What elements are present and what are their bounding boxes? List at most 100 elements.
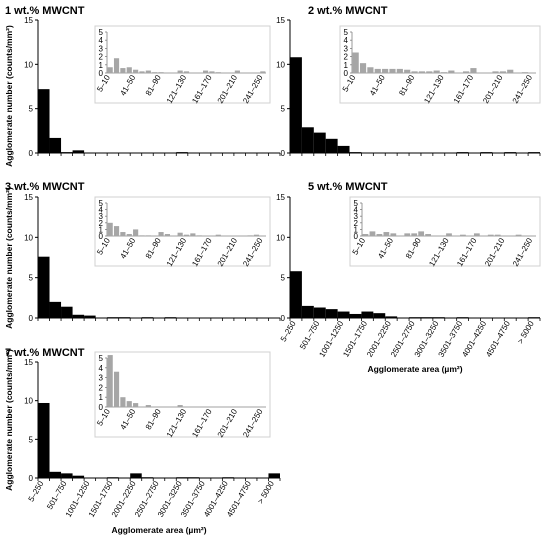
inset-bar [376, 234, 383, 236]
bar [420, 317, 433, 318]
x-axis-label: Agglomerate area (µm²) [111, 525, 206, 535]
bar [301, 127, 314, 153]
inset-bar [433, 70, 440, 73]
inset-bar [367, 67, 374, 73]
y-tick-label: 10 [24, 60, 33, 69]
bar [176, 152, 188, 153]
bar [528, 317, 540, 318]
panel-title: 7 wt.% MWCNT [5, 347, 85, 359]
inset-y-tick-label: 0 [99, 69, 104, 78]
y-axis-label: Agglomerate number (counts/mm²) [4, 187, 14, 329]
bar [38, 256, 50, 318]
inset-bar [404, 233, 411, 236]
inset-bar [382, 68, 389, 73]
y-tick-label: 0 [29, 474, 34, 483]
inset-y-tick-label: 5 [99, 28, 104, 37]
x-tick-label: > 5000 [256, 479, 276, 505]
inset-bar [183, 234, 190, 236]
inset-bar [196, 235, 202, 236]
inset-bar [120, 68, 126, 73]
inset-bar [215, 234, 221, 236]
y-axis-label: Agglomerate number (counts/mm²) [4, 25, 14, 167]
y-tick-label: 5 [29, 105, 34, 114]
inset-y-tick-label: 3 [344, 44, 349, 53]
inset-bar [369, 231, 376, 236]
inset-bar [383, 232, 390, 236]
bar [268, 473, 280, 478]
inset-bar [107, 67, 113, 73]
inset-bar [158, 232, 164, 236]
inset-bar [133, 229, 139, 236]
bar [409, 317, 421, 318]
bar [373, 313, 386, 318]
inset-bar [145, 235, 151, 236]
inset-bar [126, 401, 132, 407]
inset-bar [120, 232, 126, 236]
bar [141, 317, 154, 318]
inset-bar [139, 235, 145, 236]
inset-bar [507, 69, 514, 73]
y-tick-label: 15 [24, 193, 33, 202]
inset-y-tick-label: 3 [354, 212, 359, 221]
bar [61, 473, 73, 478]
y-tick-label: 5 [281, 274, 286, 283]
inset-y-tick-label: 1 [354, 225, 359, 234]
inset-bar [487, 234, 494, 236]
inset-y-tick-label: 2 [99, 53, 104, 62]
inset-bar [133, 69, 139, 73]
y-tick-label: 15 [24, 358, 33, 367]
bar [456, 152, 469, 153]
x-tick-label: 4501–4750 [484, 319, 512, 359]
y-tick-label: 15 [276, 16, 285, 25]
inset-y-tick-label: 0 [344, 69, 349, 78]
inset-bar [113, 226, 120, 236]
inset-y-tick-label: 0 [354, 232, 359, 241]
inset-bar [203, 70, 209, 73]
inset-bar [158, 72, 164, 73]
bar [313, 132, 326, 153]
inset-bar [253, 234, 260, 236]
bar [72, 314, 85, 318]
inset-y-tick-label: 0 [99, 232, 104, 241]
inset-bar [145, 405, 151, 407]
panel-title: 3 wt.% MWCNT [5, 181, 85, 193]
inset-bar [425, 234, 431, 236]
inset-bar [473, 233, 480, 236]
inset-bar [362, 234, 369, 236]
bar [432, 317, 445, 318]
inset-bar [515, 234, 522, 236]
y-tick-label: 5 [281, 105, 286, 114]
inset-bar [177, 232, 183, 236]
bar [49, 137, 62, 153]
inset-bar [120, 397, 126, 407]
inset-y-tick-label: 4 [99, 364, 104, 373]
inset-y-tick-label: 4 [344, 36, 349, 45]
x-tick-label: 4501–4750 [225, 479, 253, 519]
bar [49, 471, 62, 478]
inset-y-tick-label: 4 [99, 36, 104, 45]
bar [349, 313, 362, 318]
inset-bar [107, 355, 113, 407]
inset-bar [126, 234, 132, 236]
inset-bar [446, 233, 452, 236]
bar [385, 316, 398, 318]
inset-y-tick-label: 5 [354, 199, 359, 208]
inset-y-tick-label: 0 [99, 403, 104, 412]
x-tick-label: 501–750 [298, 319, 322, 351]
bar [49, 301, 62, 318]
inset-y-tick-label: 4 [354, 206, 359, 215]
inset-bar [460, 234, 466, 236]
inset-bar [418, 231, 425, 236]
inset-frame [339, 25, 541, 104]
inset-frame [94, 196, 271, 267]
inset-bar [411, 233, 418, 236]
inset-y-tick-label: 5 [99, 199, 104, 208]
inset-bar [463, 71, 470, 73]
